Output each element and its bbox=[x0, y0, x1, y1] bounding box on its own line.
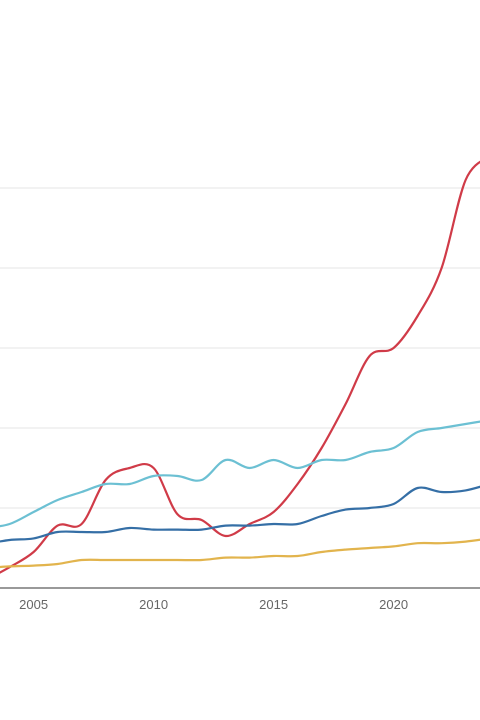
series-line-3 bbox=[0, 538, 480, 569]
series-line-1 bbox=[0, 420, 480, 528]
x-tick-label-2010: 2010 bbox=[139, 597, 168, 612]
series-line-2 bbox=[0, 485, 480, 543]
x-tick-labels: 2005 2010 2015 2020 bbox=[19, 597, 408, 612]
x-tick-label-2020: 2020 bbox=[379, 597, 408, 612]
x-tick-label-2015: 2015 bbox=[259, 597, 288, 612]
series-lines bbox=[0, 160, 480, 574]
series-line-0 bbox=[0, 160, 480, 574]
x-tick-label-2005: 2005 bbox=[19, 597, 48, 612]
gridlines bbox=[0, 187, 480, 509]
